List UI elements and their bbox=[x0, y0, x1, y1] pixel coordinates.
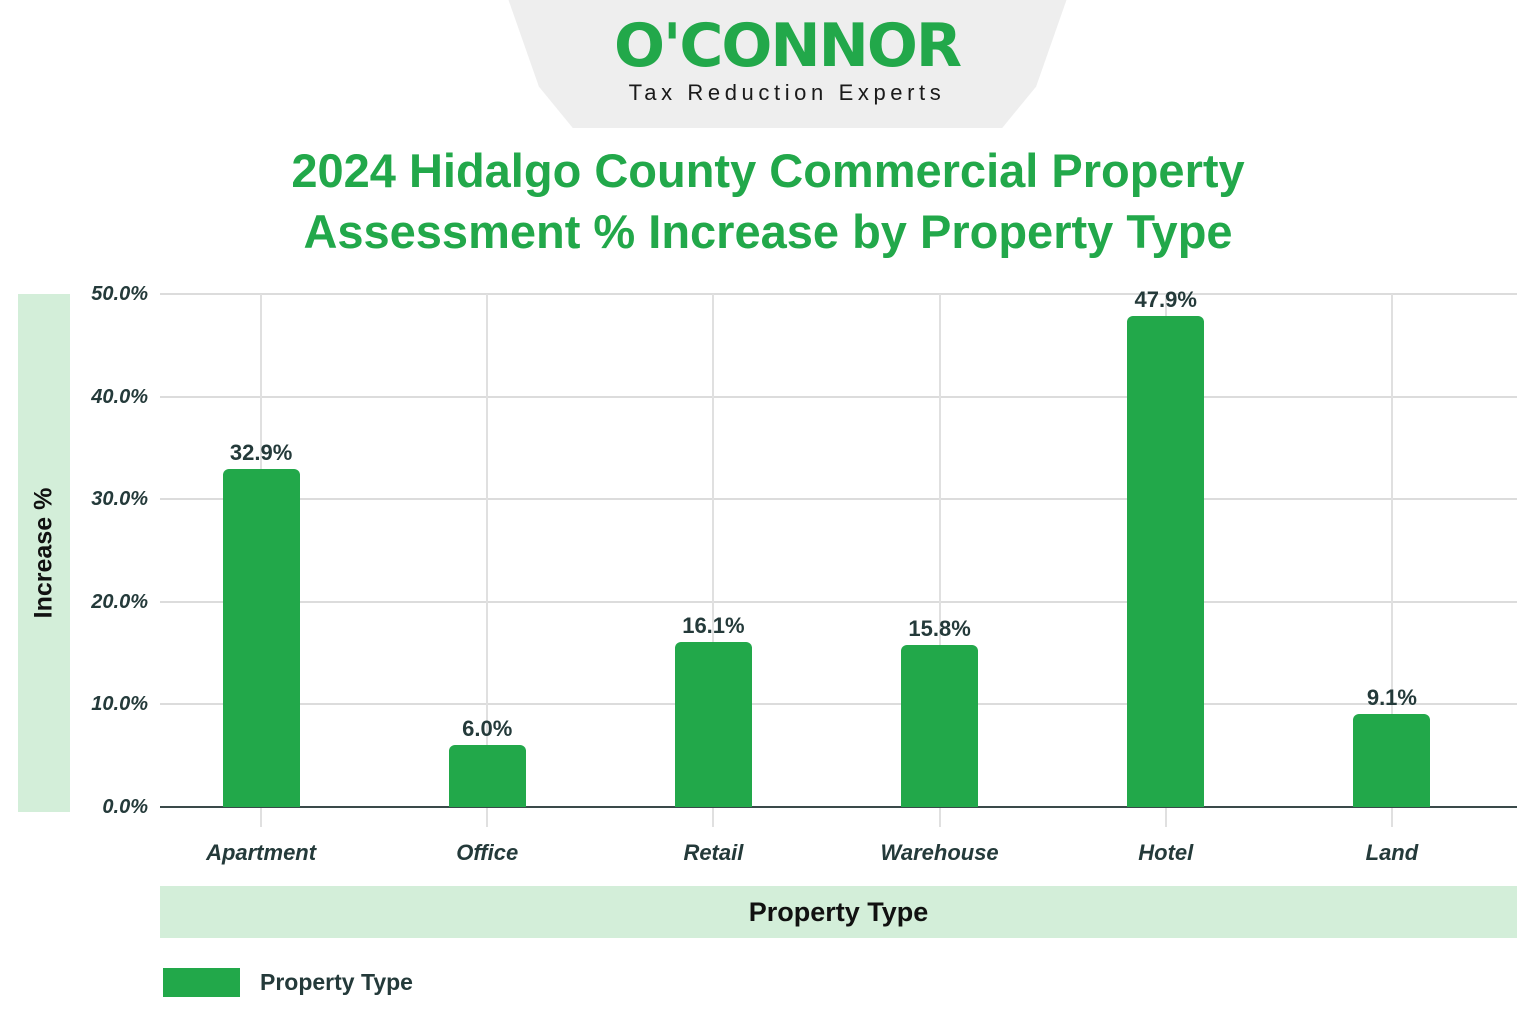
legend-swatch bbox=[163, 968, 240, 997]
gridline-vertical bbox=[486, 294, 489, 827]
gridline-horizontal bbox=[160, 293, 1517, 295]
x-axis-title-band: Property Type bbox=[160, 886, 1517, 938]
logo-wordmark: O'CONNOR bbox=[613, 11, 962, 81]
bar-office[interactable] bbox=[448, 745, 526, 807]
x-tick-label: Warehouse bbox=[880, 840, 999, 865]
logo-tagline: Tax Reduction Experts bbox=[628, 80, 946, 105]
bar-value-label: 15.8% bbox=[908, 615, 971, 641]
y-tick-label: 50.0% bbox=[91, 283, 148, 305]
gridline-horizontal bbox=[160, 600, 1517, 603]
y-tick-label: 20.0% bbox=[91, 590, 148, 613]
y-axis-title-band bbox=[18, 294, 70, 812]
bar-warehouse[interactable] bbox=[901, 644, 979, 807]
y-tick-label: 40.0% bbox=[91, 385, 148, 408]
x-axis-title: Property Type bbox=[748, 897, 929, 927]
bar-land[interactable] bbox=[1353, 713, 1431, 807]
bar-value-label: 6.0% bbox=[462, 716, 513, 742]
x-tick-label: Land bbox=[1365, 840, 1419, 865]
gridline-vertical bbox=[1390, 294, 1393, 827]
y-tick-label: 0.0% bbox=[102, 796, 148, 818]
chart-title-line-2: Assessment % Increase by Property Type bbox=[303, 205, 1233, 258]
bar-value-label: 47.9% bbox=[1134, 286, 1197, 312]
gridline-horizontal bbox=[160, 703, 1517, 706]
bar-value-label: 16.1% bbox=[682, 612, 745, 638]
x-axis-baseline bbox=[160, 806, 1517, 808]
gridline-horizontal bbox=[160, 498, 1517, 501]
gridline-vertical bbox=[938, 294, 941, 827]
chart-title-line-1: 2024 Hidalgo County Commercial Property bbox=[291, 144, 1245, 197]
x-tick-label: Office bbox=[456, 840, 519, 865]
x-tick-label: Hotel bbox=[1138, 840, 1194, 865]
logo-banner bbox=[505, 0, 1070, 128]
bar-value-label: 9.1% bbox=[1366, 684, 1417, 710]
bar-value-label: 32.9% bbox=[229, 440, 293, 466]
bar-hotel[interactable] bbox=[1127, 315, 1205, 807]
y-tick-label: 30.0% bbox=[91, 488, 148, 511]
y-axis-title: Increase % bbox=[29, 487, 58, 619]
gridline-vertical bbox=[712, 294, 715, 827]
x-tick-label: Apartment bbox=[206, 840, 317, 865]
gridline-horizontal bbox=[160, 395, 1517, 398]
bar-apartment[interactable] bbox=[222, 469, 300, 807]
y-tick-label: 10.0% bbox=[91, 693, 148, 716]
x-tick-label: Retail bbox=[683, 840, 744, 865]
chart-title: 2024 Hidalgo County Commercial Property … bbox=[0, 140, 1536, 262]
legend-label: Property Type bbox=[260, 969, 413, 995]
bar-retail[interactable] bbox=[674, 641, 752, 807]
